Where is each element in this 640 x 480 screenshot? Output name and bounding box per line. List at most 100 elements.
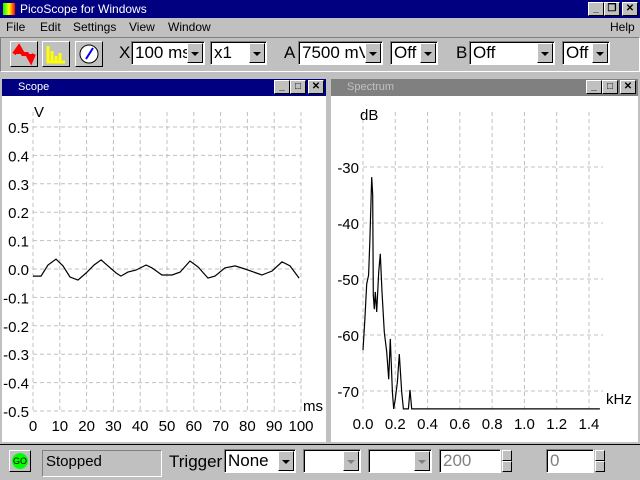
chevron-down-icon[interactable]	[592, 43, 608, 63]
x-label: X	[119, 43, 131, 62]
spectrum-window: Spectrum _ □ ✕ 0.0 0.2 0.4 0.6 0.8 1.0 1.2 1.4 -…	[329, 77, 640, 444]
go-button[interactable]: GO	[9, 450, 31, 472]
trigger-edge-select[interactable]	[368, 449, 432, 473]
chevron-down-icon[interactable]	[343, 451, 359, 471]
scope-title-bar: Scope _ □ ✕	[2, 79, 326, 96]
multiplier-value: x1	[214, 43, 232, 62]
window-title: PicoScope for Windows	[20, 2, 147, 16]
spectrum-close-button[interactable]: ✕	[620, 80, 636, 94]
y-tick-label: 0.4	[8, 148, 29, 165]
y-axis-label: V	[34, 104, 44, 121]
menu-help[interactable]: Help	[610, 20, 635, 34]
threshold-input[interactable]: 200	[439, 449, 501, 473]
x-tick-label: 1.2	[546, 416, 567, 433]
delay-up-icon[interactable]	[595, 450, 605, 461]
a-coupling-value: Off	[394, 43, 417, 62]
x-tick-label: 1.0	[514, 416, 535, 433]
x-tick-label: 0.2	[385, 416, 406, 433]
x-axis-label: ms	[303, 398, 323, 415]
close-button[interactable]: ✕	[622, 2, 638, 16]
toolbar: X 100 ms x1 A 7500 mV Off B Off Off	[0, 37, 640, 72]
spectrum-title-bar: Spectrum _ □ ✕	[331, 79, 638, 96]
y-tick-label: 0.1	[8, 234, 29, 251]
x-tick-label: 0.8	[482, 416, 503, 433]
b-range-value: Off	[473, 43, 496, 62]
meter-view-icon	[79, 44, 99, 64]
menu-window[interactable]: Window	[168, 20, 211, 34]
meter-view-button[interactable]	[75, 41, 103, 67]
scope-chart: 0 10 20 30 40 50 60 70 80 90 100 0.5 0.4 0.3 0.2 0.1 0.0…	[3, 104, 323, 435]
chevron-down-icon[interactable]	[249, 43, 265, 63]
trace-line	[33, 258, 300, 281]
y-tick-label: 0.0	[8, 262, 29, 279]
y-tick-label: 0.5	[8, 120, 29, 137]
a-label: A	[284, 43, 296, 62]
x-tick-label: 60	[185, 418, 202, 435]
channel-b-range-select[interactable]: Off	[469, 41, 555, 65]
y-tick-label: -0.1	[3, 290, 29, 307]
spectrum-minimize-button[interactable]: _	[586, 80, 602, 94]
x-tick-label: 1.4	[579, 416, 600, 433]
x-tick-label: 30	[105, 418, 122, 435]
x-tick-label: 0.4	[417, 416, 438, 433]
y-tick-label: -30	[337, 160, 359, 177]
trace-line	[362, 177, 600, 410]
x-tick-label: 0	[29, 418, 37, 435]
trigger-channel-select[interactable]	[303, 449, 361, 473]
delay-down-icon[interactable]	[595, 461, 605, 472]
x-tick-label: 0.0	[353, 416, 374, 433]
delay-input[interactable]: 0	[546, 449, 594, 473]
y-axis-label: dB	[360, 107, 378, 124]
status-bar: GO Stopped Trigger None 200 0	[0, 444, 640, 480]
chevron-down-icon[interactable]	[278, 451, 294, 471]
x-tick-label: 80	[239, 418, 256, 435]
y-tick-label: -50	[337, 272, 359, 289]
trigger-label: Trigger	[169, 452, 223, 471]
x-tick-label: 50	[159, 418, 176, 435]
y-tick-label: -60	[337, 328, 359, 345]
menu-view[interactable]: View	[129, 20, 155, 34]
trigger-mode-value: None	[228, 451, 269, 470]
chevron-down-icon[interactable]	[420, 43, 436, 63]
menu-settings[interactable]: Settings	[73, 20, 117, 34]
a-range-value: 7500 mV	[302, 43, 371, 62]
trigger-mode-select[interactable]: None	[224, 449, 296, 473]
spectrum-view-icon	[46, 46, 65, 64]
threshold-up-icon[interactable]	[502, 450, 512, 461]
restore-button[interactable]: ❐	[604, 2, 620, 16]
scope-maximize-button[interactable]: □	[290, 80, 306, 94]
status-text: Stopped	[42, 450, 162, 477]
minimize-button[interactable]: _	[588, 2, 604, 16]
scope-title: Scope	[18, 81, 50, 93]
spectrum-view-button[interactable]	[42, 41, 70, 67]
scope-view-button[interactable]	[10, 41, 38, 67]
b-label: B	[456, 43, 468, 62]
channel-a-coupling-select[interactable]: Off	[390, 41, 438, 65]
y-tick-label: -0.4	[3, 376, 29, 393]
y-tick-label: -40	[337, 216, 359, 233]
multiplier-select[interactable]: x1	[210, 41, 267, 65]
x-tick-label: 0.6	[449, 416, 470, 433]
menu-file[interactable]: File	[6, 20, 26, 34]
spectrum-chart: 0.0 0.2 0.4 0.6 0.8 1.0 1.2 1.4 -30 -40 -50 -60 -70 d…	[337, 107, 632, 433]
threshold-down-icon[interactable]	[502, 461, 512, 472]
chevron-down-icon[interactable]	[365, 43, 381, 63]
timebase-value: 100 ms	[135, 43, 191, 62]
timebase-select[interactable]: 100 ms	[131, 41, 205, 65]
chevron-down-icon[interactable]	[187, 43, 203, 63]
x-tick-label: 70	[212, 418, 229, 435]
title-bar: PicoScope for Windows _ ❐ ✕	[0, 0, 640, 18]
scope-minimize-button[interactable]: _	[274, 80, 290, 94]
x-tick-label: 100	[288, 418, 313, 435]
x-tick-label: 40	[132, 418, 149, 435]
go-icon: GO	[12, 453, 28, 469]
spectrum-maximize-button[interactable]: □	[602, 80, 618, 94]
chevron-down-icon[interactable]	[537, 43, 553, 63]
channel-a-range-select[interactable]: 7500 mV	[298, 41, 383, 65]
chevron-down-icon[interactable]	[414, 451, 430, 471]
channel-b-coupling-select[interactable]: Off	[562, 41, 610, 65]
menu-edit[interactable]: Edit	[40, 20, 61, 34]
y-tick-label: -70	[337, 384, 359, 401]
scope-window: Scope _ □ ✕ 0 10 20 30 40 50 60 70 80 90 100 0.5 0.4…	[0, 77, 328, 444]
scope-close-button[interactable]: ✕	[308, 80, 324, 94]
